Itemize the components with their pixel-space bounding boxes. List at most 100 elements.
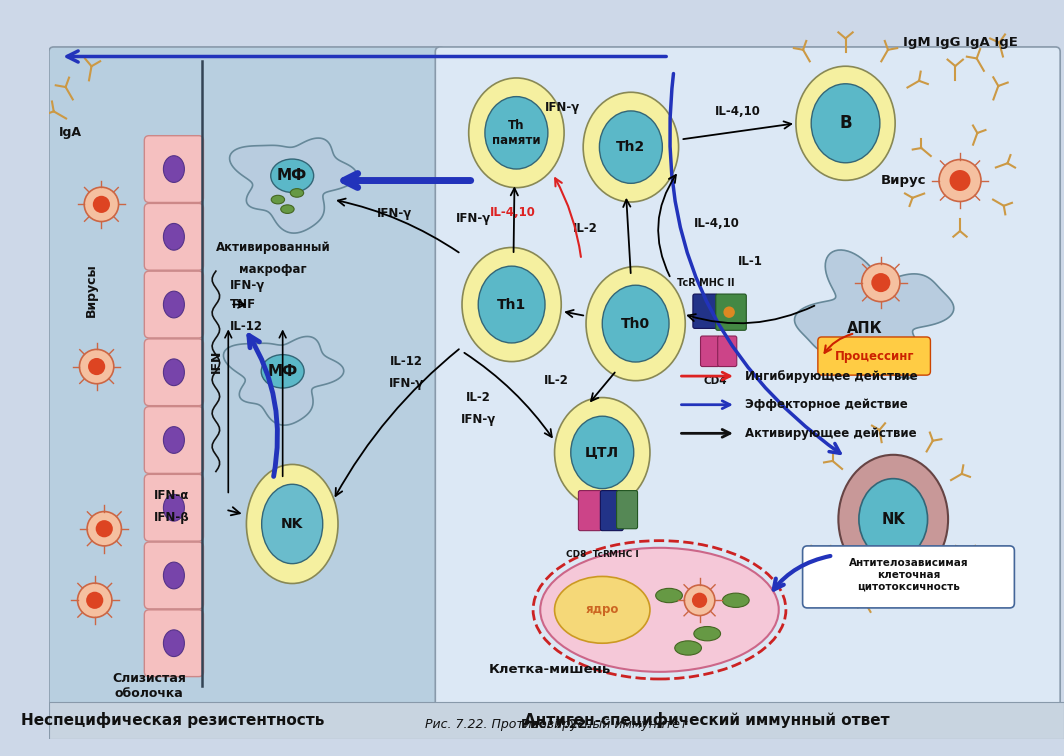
Text: NK: NK	[881, 512, 905, 527]
FancyBboxPatch shape	[145, 339, 203, 406]
Text: B: B	[839, 114, 852, 132]
Ellipse shape	[694, 627, 720, 641]
Text: MHC I: MHC I	[610, 550, 639, 559]
Circle shape	[949, 170, 970, 191]
Text: Th1: Th1	[497, 298, 527, 311]
Ellipse shape	[164, 291, 184, 318]
Ellipse shape	[675, 641, 701, 655]
Text: IL-2: IL-2	[466, 391, 491, 404]
Ellipse shape	[485, 97, 548, 169]
Text: МФ: МФ	[277, 169, 307, 183]
Text: Антиген-специфический иммунный ответ: Антиген-специфический иммунный ответ	[525, 711, 890, 727]
Text: NK: NK	[281, 517, 303, 531]
Ellipse shape	[478, 266, 545, 343]
Text: IL-2: IL-2	[572, 222, 598, 234]
Text: IFN-γ: IFN-γ	[377, 207, 412, 221]
Text: IL-4,10: IL-4,10	[694, 217, 739, 230]
Text: Th
памяти: Th памяти	[492, 119, 541, 147]
Text: IFN-γ: IFN-γ	[455, 212, 491, 225]
Ellipse shape	[586, 267, 685, 381]
Ellipse shape	[602, 285, 669, 362]
Ellipse shape	[554, 398, 650, 507]
Ellipse shape	[599, 111, 663, 184]
Ellipse shape	[859, 479, 928, 559]
FancyBboxPatch shape	[145, 542, 203, 609]
FancyBboxPatch shape	[145, 135, 203, 203]
Ellipse shape	[271, 195, 284, 204]
Circle shape	[80, 349, 114, 384]
FancyBboxPatch shape	[600, 491, 624, 531]
Text: IFN-α: IFN-α	[154, 489, 189, 502]
FancyBboxPatch shape	[145, 271, 203, 338]
Polygon shape	[223, 336, 344, 425]
FancyBboxPatch shape	[818, 337, 930, 375]
Text: IFN-β: IFN-β	[154, 511, 189, 524]
Text: Th2: Th2	[616, 140, 646, 154]
Text: IL-4,10: IL-4,10	[715, 105, 761, 119]
Text: IFN: IFN	[210, 350, 222, 373]
Ellipse shape	[270, 159, 314, 193]
Ellipse shape	[541, 548, 779, 672]
Text: CD4: CD4	[703, 376, 727, 386]
Ellipse shape	[724, 306, 735, 318]
FancyBboxPatch shape	[435, 47, 1060, 710]
FancyBboxPatch shape	[616, 491, 637, 528]
Ellipse shape	[164, 494, 184, 521]
FancyBboxPatch shape	[145, 407, 203, 473]
Circle shape	[84, 187, 118, 222]
Ellipse shape	[164, 630, 184, 656]
Ellipse shape	[164, 224, 184, 250]
Circle shape	[78, 583, 112, 618]
Text: IgM IgG IgA IgE: IgM IgG IgA IgE	[902, 36, 1017, 48]
Ellipse shape	[262, 485, 322, 564]
Text: Эффекторное действие: Эффекторное действие	[746, 398, 908, 411]
Circle shape	[93, 196, 110, 213]
FancyBboxPatch shape	[49, 702, 1064, 739]
Ellipse shape	[570, 417, 634, 488]
FancyBboxPatch shape	[802, 546, 1014, 608]
Text: Активированный: Активированный	[216, 241, 331, 254]
Ellipse shape	[462, 247, 561, 361]
FancyBboxPatch shape	[716, 294, 746, 330]
Circle shape	[87, 512, 121, 546]
Text: макрофаг: макрофаг	[239, 263, 306, 276]
FancyBboxPatch shape	[145, 203, 203, 270]
Ellipse shape	[164, 156, 184, 182]
Text: IL-2: IL-2	[544, 374, 569, 387]
Text: IL-4,10: IL-4,10	[489, 206, 535, 218]
Text: CD8  TcR: CD8 TcR	[566, 550, 610, 559]
Ellipse shape	[290, 189, 303, 197]
Text: Слизистая
оболочка: Слизистая оболочка	[112, 672, 186, 700]
Text: Неспецифическая резистентность: Неспецифическая резистентность	[21, 711, 325, 727]
Polygon shape	[795, 250, 953, 378]
Text: Th0: Th0	[621, 317, 650, 330]
Text: Клетка-мишень: Клетка-мишень	[488, 664, 611, 677]
Text: IgA: IgA	[59, 126, 82, 139]
Text: Процессинг: Процессинг	[834, 349, 914, 363]
Text: TNF: TNF	[230, 298, 256, 311]
Circle shape	[684, 585, 715, 615]
FancyBboxPatch shape	[693, 294, 718, 328]
Text: Антителозависимая
клеточная
цитотоксичность: Антителозависимая клеточная цитотоксично…	[849, 558, 968, 591]
Circle shape	[96, 520, 113, 538]
Ellipse shape	[796, 67, 895, 181]
FancyBboxPatch shape	[145, 474, 203, 541]
Text: IL-12: IL-12	[390, 355, 423, 368]
Ellipse shape	[164, 426, 184, 454]
Text: Активирующее действие: Активирующее действие	[746, 427, 917, 440]
Text: ЦТЛ: ЦТЛ	[585, 445, 619, 460]
Ellipse shape	[261, 355, 304, 388]
Text: АПК: АПК	[847, 321, 882, 336]
Text: ядро: ядро	[585, 603, 619, 616]
Polygon shape	[230, 138, 356, 233]
Ellipse shape	[722, 593, 749, 607]
Ellipse shape	[583, 92, 679, 202]
Text: Вирусы: Вирусы	[85, 263, 98, 317]
Ellipse shape	[655, 588, 682, 603]
Text: TcR MHC II: TcR MHC II	[677, 277, 734, 287]
Text: IFN-γ: IFN-γ	[545, 101, 580, 113]
FancyBboxPatch shape	[579, 491, 601, 531]
FancyBboxPatch shape	[700, 336, 719, 367]
Text: МФ: МФ	[267, 364, 298, 379]
Ellipse shape	[469, 78, 564, 187]
